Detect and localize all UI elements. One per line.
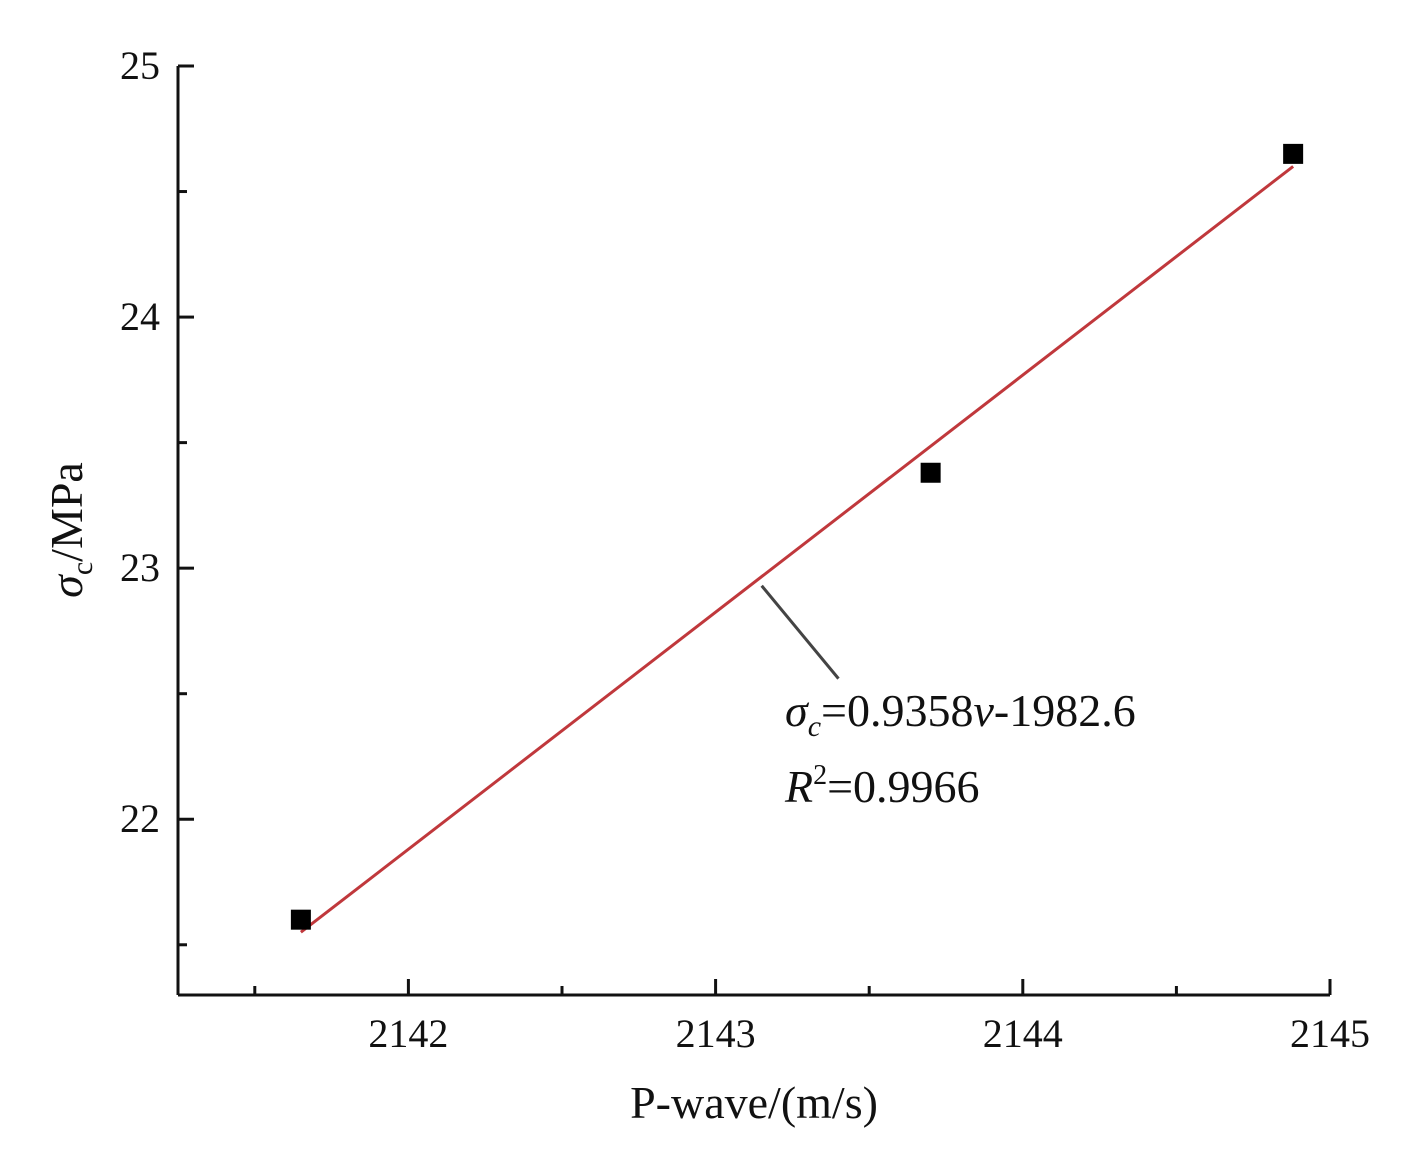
x-tick-label: 2142 [368,1011,448,1056]
x-tick-label: 2143 [676,1011,756,1056]
data-point [1283,143,1304,164]
regression-equation: σc=0.9358v-1982.6 [785,685,1136,743]
y-axis-label-symbol: σ [41,573,92,598]
y-tick-label: 22 [120,796,160,841]
y-tick-label: 23 [120,545,160,590]
x-axis-ticks: 2142 2143 2144 2145 [253,979,1370,1056]
r-squared-superscript: 2 [813,760,827,791]
fit-line [299,165,1295,934]
y-tick-label: 24 [120,294,160,339]
annotation-pointer [760,584,840,680]
y-tick-label: 25 [120,43,160,88]
y-axis-label-unit: /MPa [41,462,92,562]
x-tick-label: 2145 [1290,1011,1370,1056]
r-squared: R2=0.9966 [784,760,980,812]
x-axis-label: P-wave/(m/s) [630,1077,878,1128]
equation-symbol: σ [785,685,810,736]
equation-rest: =0.9358 [821,685,973,736]
equation-tail: -1982.6 [994,685,1136,736]
r-squared-value: =0.9966 [827,761,979,812]
y-axis-label: σc/MPa [41,462,99,598]
data-points [290,143,1304,930]
data-point [290,909,311,930]
equation-variable: v [973,685,994,736]
equation-subscript: c [808,710,821,743]
y-axis-label-subscript: c [66,562,99,575]
y-axis-ticks: 22 23 24 25 [120,43,194,947]
r-squared-symbol: R [784,761,813,812]
x-tick-label: 2144 [983,1011,1063,1056]
data-point [920,462,941,483]
plot-area: 2142 2143 2144 2145 22 23 24 25 [120,43,1370,1056]
